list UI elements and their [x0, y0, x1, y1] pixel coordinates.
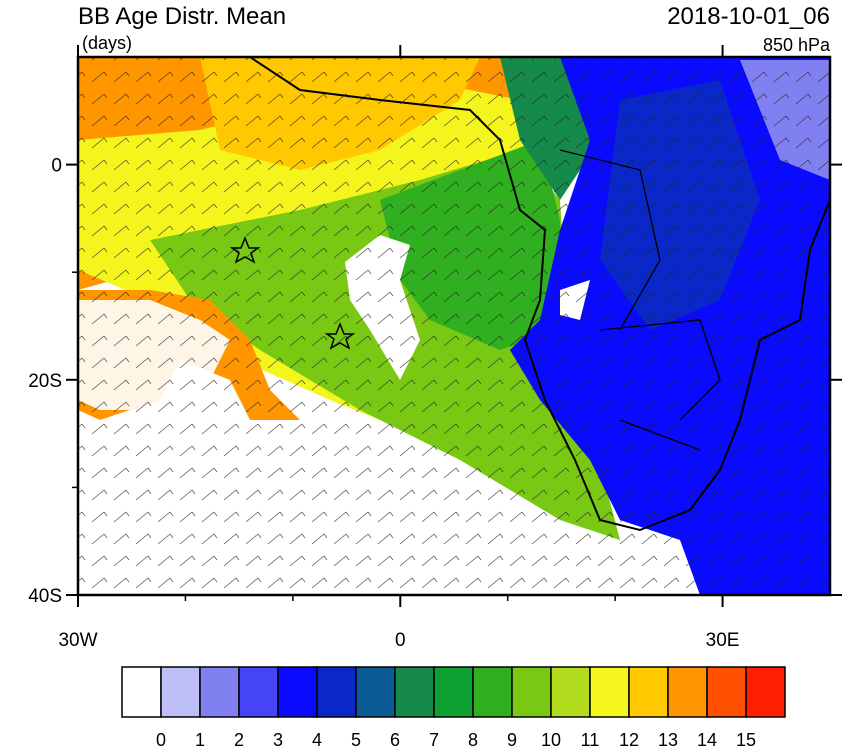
- colorbar-label: 15: [736, 730, 756, 750]
- colorbar-box: [628, 666, 669, 718]
- colorbar-label: 13: [658, 730, 678, 750]
- colorbar-label: 5: [351, 730, 361, 750]
- colorbar-label: 12: [619, 730, 639, 750]
- y-tick-label: 40S: [28, 586, 62, 607]
- map-frame: [76, 55, 832, 597]
- colorbar-box: [277, 666, 318, 718]
- map-field: [78, 57, 830, 595]
- colorbar-box: [238, 666, 279, 718]
- colorbar-box: [706, 666, 747, 718]
- colorbar-label: 14: [697, 730, 717, 750]
- colorbar-label: 9: [507, 730, 517, 750]
- colorbar-label: 4: [312, 730, 322, 750]
- y-tick-label: 0: [51, 156, 62, 177]
- axes: 30W 0 30E 0 20S 40S: [28, 45, 842, 651]
- colorbar: 0 1 2 3 4 5 6 7 8 9 10 11 12 13 14 15: [121, 666, 786, 750]
- x-tick-label: 30E: [706, 630, 740, 651]
- colorbar-label: 6: [390, 730, 400, 750]
- x-tick-label: 30W: [58, 630, 97, 651]
- colorbar-box: [745, 666, 786, 718]
- colorbar-label: 11: [581, 730, 600, 750]
- colorbar-box: [550, 666, 591, 718]
- colorbar-label: 8: [468, 730, 478, 750]
- colorbar-label: 1: [195, 730, 205, 750]
- colorbar-label: 3: [273, 730, 283, 750]
- colorbar-box: [316, 666, 357, 718]
- y-tick-label: 20S: [28, 371, 62, 392]
- colorbar-box: [472, 666, 513, 718]
- colorbar-box: [433, 666, 474, 718]
- title: BB Age Distr. Mean: [78, 3, 286, 30]
- colorbar-box: [589, 666, 630, 718]
- colorbar-box: [394, 666, 435, 718]
- colorbar-box: [355, 666, 396, 718]
- units: (days): [82, 33, 132, 53]
- colorbar-box: [160, 666, 201, 718]
- x-tick-label: 0: [395, 630, 406, 651]
- colorbar-label: 2: [234, 730, 244, 750]
- star-marker: [229, 235, 261, 264]
- colorbar-label: 0: [156, 730, 166, 750]
- colorbar-box: [667, 666, 708, 718]
- colorbar-box: [199, 666, 240, 718]
- colorbar-label: 10: [541, 730, 561, 750]
- level: 850 hPa: [763, 35, 831, 55]
- colorbar-box: [121, 666, 162, 718]
- star-marker: [324, 321, 356, 350]
- colorbar-label: 7: [429, 730, 439, 750]
- valid-time: 2018-10-01_06: [667, 3, 830, 30]
- colorbar-box: [511, 666, 552, 718]
